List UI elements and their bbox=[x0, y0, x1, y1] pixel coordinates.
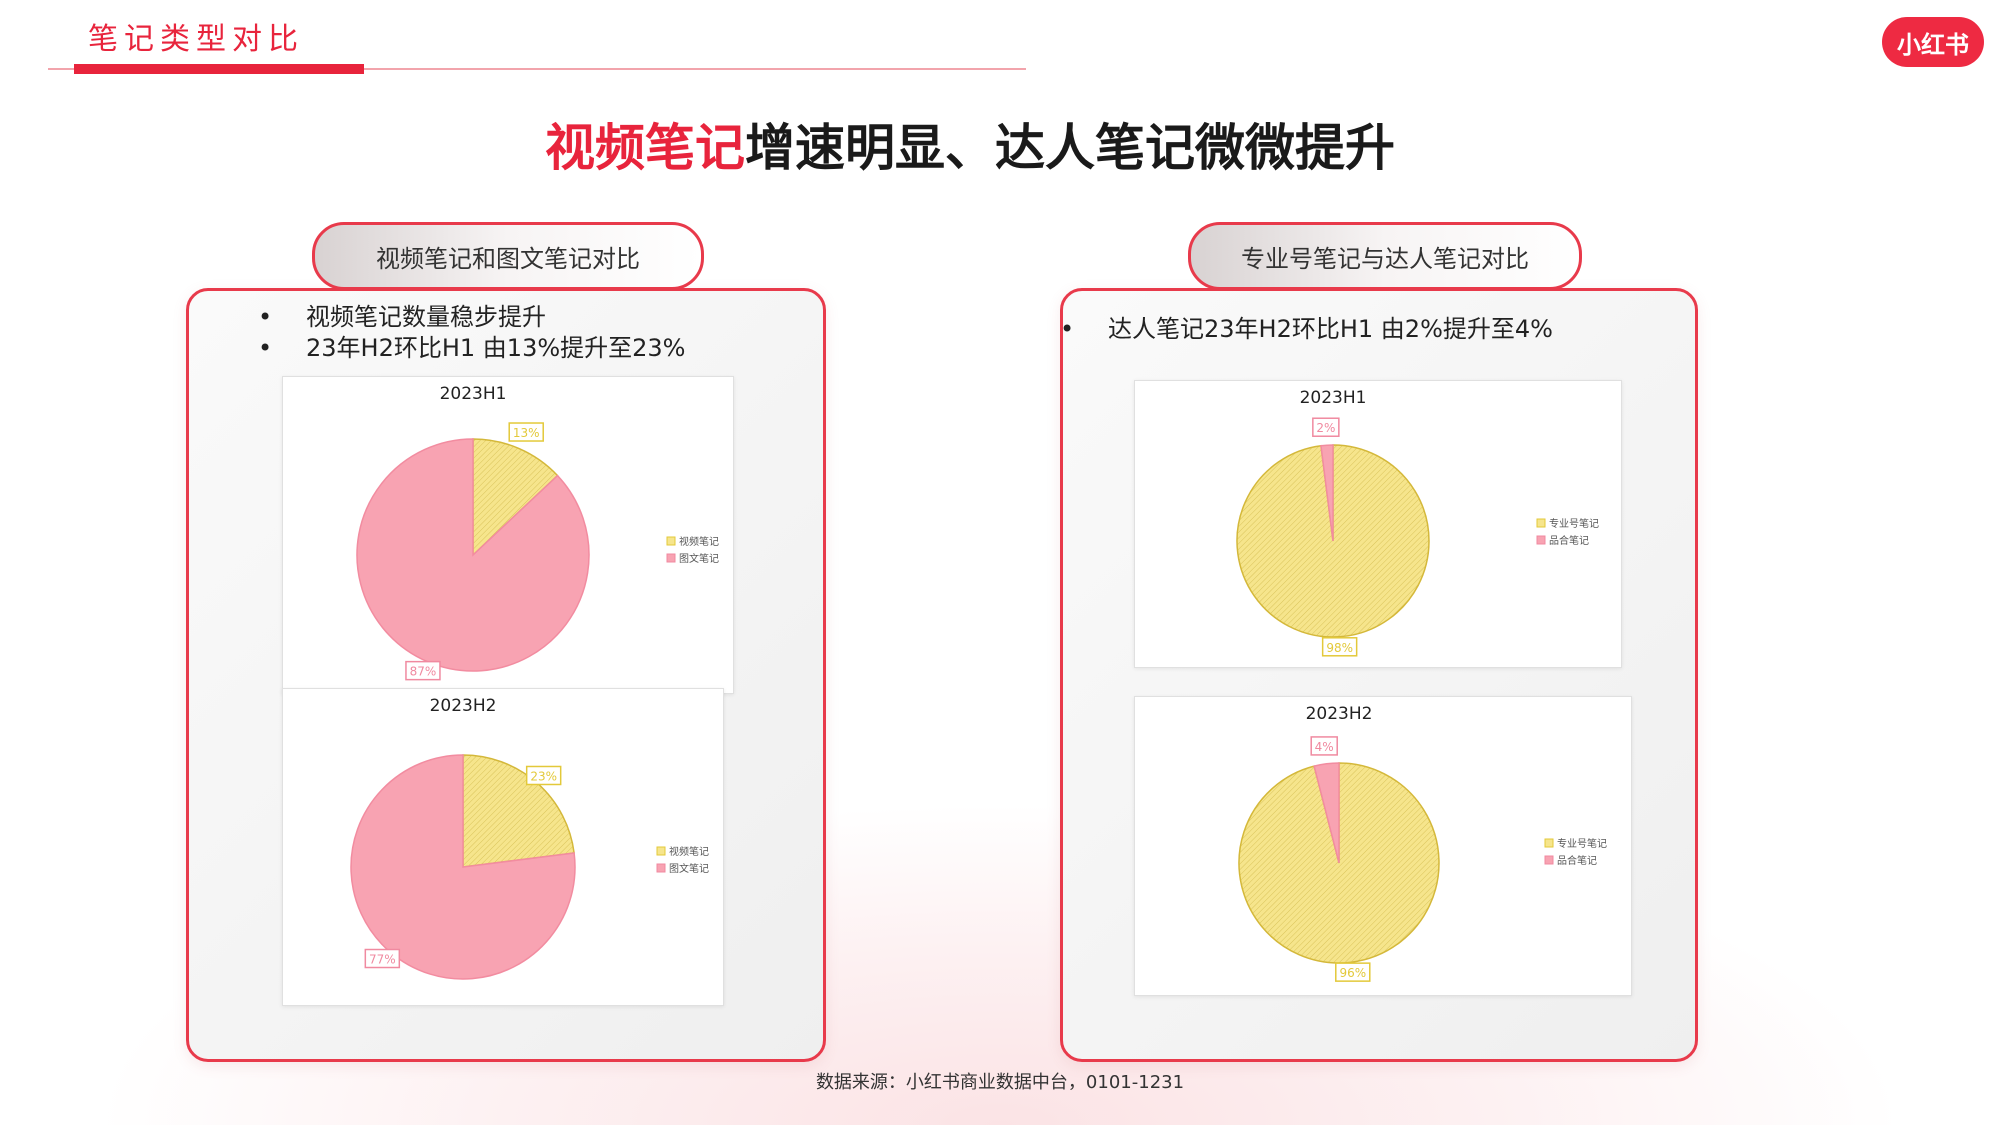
page-headline: 视频笔记增速明显、达人笔记微微提升 bbox=[0, 108, 1940, 180]
data-label-box bbox=[1312, 417, 1340, 437]
pie-chart-pro-vs-kol-h1: 2023H1 98% 专业号笔记 2% 品合笔记 bbox=[1134, 380, 1622, 668]
data-label-box bbox=[364, 948, 401, 969]
chart-title: 2023H2 bbox=[430, 696, 497, 716]
data-label-box bbox=[525, 765, 562, 786]
legend-label: 品合笔记 bbox=[1549, 534, 1589, 547]
legend-swatch bbox=[1544, 838, 1554, 848]
pie-slice bbox=[1313, 762, 1340, 864]
pie-chart-svg: 2023H2 96% 专业号笔记 4% 品合笔记 bbox=[1238, 704, 1607, 982]
pie-chart-svg: 2023H1 13% 视频笔记 87% 图文笔记 bbox=[356, 384, 719, 681]
bullet-item: 达人笔记23年H2环比H1 由2%提升至4% bbox=[1060, 314, 1553, 345]
data-label-box bbox=[405, 660, 441, 681]
section-label: 笔记类型对比 bbox=[88, 22, 304, 57]
chart-title: 2023H1 bbox=[440, 384, 507, 404]
legend-swatch bbox=[656, 863, 666, 873]
pie-slice bbox=[1320, 444, 1334, 542]
bullet-item: 视频笔记数量稳步提升 bbox=[258, 302, 686, 333]
pie-slice bbox=[472, 438, 559, 557]
data-label: 4% bbox=[1315, 740, 1334, 754]
legend-swatch bbox=[666, 553, 676, 563]
legend-swatch bbox=[1536, 535, 1546, 545]
legend-label: 专业号笔记 bbox=[1549, 517, 1599, 530]
legend-label: 视频笔记 bbox=[679, 535, 719, 548]
brand-logo: 小红书 bbox=[1882, 17, 1984, 67]
right-panel-title: 专业号笔记与达人笔记对比 bbox=[1188, 222, 1582, 290]
right-bullet-list: 达人笔记23年H2环比H1 由2%提升至4% bbox=[1060, 314, 1553, 345]
data-label-box bbox=[1335, 962, 1371, 982]
legend-label: 专业号笔记 bbox=[1557, 837, 1607, 850]
data-label: 87% bbox=[410, 665, 437, 679]
headline-rest: 增速明显、达人笔记微微提升 bbox=[745, 118, 1395, 177]
legend-swatch bbox=[656, 846, 666, 856]
legend-label: 视频笔记 bbox=[669, 845, 709, 858]
chart-title: 2023H1 bbox=[1300, 388, 1367, 408]
legend-label: 图文笔记 bbox=[679, 552, 719, 565]
data-label: 98% bbox=[1326, 641, 1353, 655]
section-divider-accent bbox=[74, 64, 364, 74]
legend-label: 品合笔记 bbox=[1557, 854, 1597, 867]
data-label-box bbox=[1321, 637, 1358, 657]
pie-chart-pro-vs-kol-h2: 2023H2 96% 专业号笔记 4% 品合笔记 bbox=[1134, 696, 1632, 996]
legend-swatch bbox=[1536, 518, 1546, 528]
left-bullet-list: 视频笔记数量稳步提升 23年H2环比H1 由13%提升至23% bbox=[258, 302, 686, 364]
headline-highlight: 视频笔记 bbox=[545, 118, 745, 177]
data-label-box bbox=[1310, 736, 1338, 756]
pie-chart-video-vs-image-h2: 2023H2 23% 视频笔记 77% 图文笔记 bbox=[282, 688, 724, 1006]
bullet-item: 23年H2环比H1 由13%提升至23% bbox=[258, 333, 686, 364]
data-label: 13% bbox=[513, 426, 540, 440]
pie-chart-video-vs-image-h1: 2023H1 13% 视频笔记 87% 图文笔记 bbox=[282, 376, 734, 694]
section-divider bbox=[48, 68, 1026, 70]
chart-title: 2023H2 bbox=[1306, 704, 1373, 724]
data-label: 96% bbox=[1339, 966, 1366, 980]
data-label: 77% bbox=[369, 953, 396, 967]
legend-label: 图文笔记 bbox=[669, 862, 709, 875]
pie-chart-svg: 2023H1 98% 专业号笔记 2% 品合笔记 bbox=[1236, 388, 1599, 657]
data-source-note: 数据来源：小红书商业数据中台，0101-1231 bbox=[815, 1072, 1185, 1093]
legend-swatch bbox=[1544, 855, 1554, 865]
data-label-box bbox=[508, 422, 544, 442]
pie-chart-svg: 2023H2 23% 视频笔记 77% 图文笔记 bbox=[350, 696, 709, 980]
legend-swatch bbox=[666, 536, 676, 546]
left-panel-title: 视频笔记和图文笔记对比 bbox=[312, 222, 704, 290]
data-label: 2% bbox=[1316, 421, 1335, 435]
data-label: 23% bbox=[530, 769, 557, 783]
